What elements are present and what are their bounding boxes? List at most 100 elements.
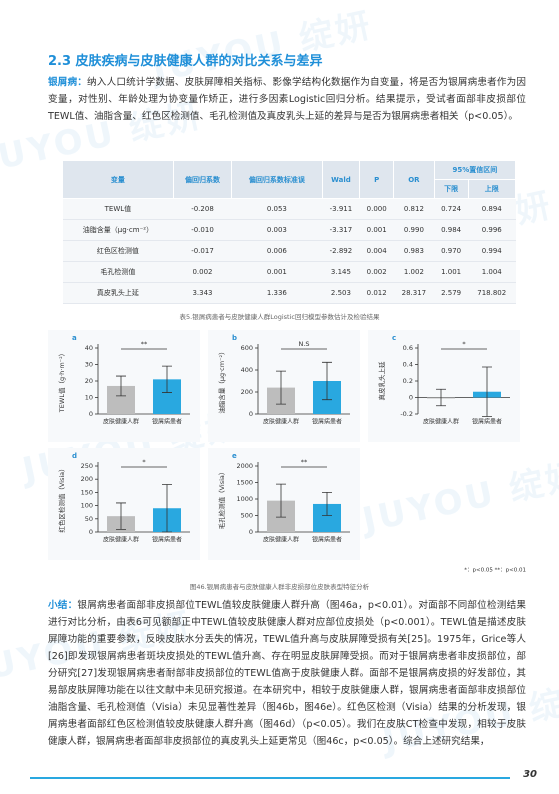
x-tick-label: 银屑病患者 (312, 536, 342, 544)
table-cell: 0.002 (173, 261, 232, 283)
y-tick-label: 0.6 (403, 344, 413, 352)
column-header: 95%置信区间 (433, 160, 517, 180)
section-title: 2.3 皮肤疾病与皮肤健康人群的对比关系与差异 (48, 54, 323, 69)
y-tick-label: 150 (81, 488, 93, 496)
table-cell: 28.317 (393, 282, 435, 304)
table-cell: 0.983 (393, 240, 435, 262)
column-header: P (359, 160, 395, 199)
chart-panel: e 毛孔检测值（Visia） 0 500 1000 1500 2000 皮肤健康人群 银屑病患者… (208, 448, 360, 560)
y-tick-label: 1000 (236, 495, 253, 503)
table-cell: 0.004 (359, 240, 394, 262)
table-cell: 1.002 (393, 261, 435, 283)
lead: 银屑病： (48, 77, 88, 88)
table-cell: -0.208 (173, 198, 232, 220)
y-axis-label: 油脂含量（μg·cm⁻²） (217, 348, 226, 413)
table-cell: 3.145 (322, 261, 360, 283)
column-subheader: 上限 (467, 179, 516, 199)
panel-letter: e (232, 452, 237, 460)
y-axis-label: 毛孔检测值（Visia） (217, 469, 226, 530)
x-tick-label: 皮肤健康人群 (263, 418, 299, 426)
intro: 银屑病：纳入人口统计学数据、皮肤屏障相关指标、影像学结构化数据作为自变量，将是否… (48, 74, 526, 125)
chart-panel: d 红色区检测值（Visia） 0 50 100 150 200 250 皮肤健康人群 银屑病患者… (48, 448, 200, 560)
y-tick-label: 30 (85, 361, 93, 369)
table-cell: 0.984 (434, 219, 468, 241)
column-header: 偏回归系数 (172, 160, 233, 199)
y-tick-label: 0.4 (403, 361, 413, 369)
table-cell: 0.001 (359, 219, 394, 241)
column-header: 偏回归系数标准误 (231, 160, 323, 199)
error-bar (276, 370, 286, 405)
panel-letter: a (72, 334, 77, 342)
table-cell: -0.010 (173, 219, 232, 241)
table-cell: 0.812 (393, 198, 435, 220)
column-header: Wald (321, 160, 361, 199)
legend: *：p<0.05 **：p<0.01 (464, 568, 526, 574)
table-cell: 毛孔检测值 (62, 261, 174, 283)
y-tick-label: -0.2 (400, 410, 413, 418)
table-cell: 0.994 (468, 240, 516, 262)
table-cell: TEWL值 (62, 198, 174, 220)
error-bar (436, 388, 446, 407)
footer-line (30, 777, 510, 779)
table-cell: 真皮乳头上延 (62, 282, 174, 304)
error-bar (322, 492, 332, 516)
x-tick-label: 银屑病患者 (472, 418, 502, 426)
table-row: TEWL值 -0.208 0.053 -3.911 0.000 0.812 0.724 0.8… (62, 198, 516, 220)
table-cell: 2.503 (322, 282, 360, 304)
significance-label: ** (301, 458, 308, 466)
table-row: 红色区检测值 -0.017 0.006 -2.892 0.004 0.983 0.970 0.… (62, 240, 516, 262)
y-tick-label: 400 (241, 366, 253, 374)
column-header: OR (393, 160, 435, 199)
header-row: 下限 上限 (63, 179, 516, 199)
figure-caption: 图46.银屑病患者与皮肤健康人群非皮损部位皮肤表型特征分析 (189, 583, 370, 591)
x-tick-label: 银屑病患者 (312, 418, 342, 426)
header-row: 变量 偏回归系数 偏回归系数标准误 Wald P OR 95%置信区间 (62, 160, 517, 199)
panel-letter: c (392, 334, 396, 342)
y-axis-label: 红色区检测值（Visia） (57, 465, 66, 532)
y-tick-label: 40 (85, 344, 93, 352)
y-tick-label: 20 (85, 377, 93, 385)
x-tick-label: 皮肤健康人群 (103, 536, 139, 544)
table-cell: 0.053 (231, 198, 323, 220)
x-tick-label: 银屑病患者 (152, 418, 182, 426)
paragraph: 纳入人口统计学数据、皮肤屏障相关指标、影像学结构化数据作为自变量，将是否为银屑病… (48, 77, 527, 122)
table-cell: 0.970 (434, 240, 468, 262)
table-row: 油脂含量（μg·cm⁻²） -0.010 0.003 -3.317 0.001 0.990… (62, 219, 516, 241)
x-tick-label: 皮肤健康人群 (103, 418, 139, 426)
x-tick-label: 皮肤健康人群 (263, 536, 299, 544)
x-tick-label: 银屑病患者 (152, 536, 182, 544)
table-cell: 油脂含量（μg·cm⁻²） (62, 219, 174, 241)
summary: 小结：银屑病患者面部非皮损部位TEWL值较皮肤健康人群升高（图46a，p<0.0… (48, 597, 526, 750)
error-bar (276, 483, 286, 518)
table-cell: 2.579 (434, 282, 468, 304)
y-axis-label: 真皮乳头上延 (377, 361, 386, 401)
x-tick-label: 皮肤健康人群 (423, 418, 459, 426)
table-cell: 0.012 (359, 282, 394, 304)
y-tick-label: 10 (85, 394, 93, 402)
y-tick-label: 1500 (236, 479, 253, 487)
error-bar (322, 361, 332, 401)
y-tick-label: 0 (89, 528, 93, 536)
y-tick-label: 500 (241, 512, 253, 520)
chart-panel: a TEWL值（g·h·m⁻²） 0 10 20 30 40 皮肤健康人群 银屑病患者 ** (48, 330, 200, 442)
table-cell: 1.336 (231, 282, 323, 304)
table-cell: 红色区检测值 (62, 240, 174, 262)
table-cell: 0.003 (231, 219, 323, 241)
y-tick-label: 200 (241, 388, 253, 396)
error-bar (116, 502, 126, 530)
table-caption: 表5.银屑病患者与皮肤健康人群Logistic回归模型参数估计及检验结果 (179, 313, 380, 321)
table-cell: 0.006 (231, 240, 323, 262)
table-cell: -2.892 (322, 240, 360, 262)
table-cell: -0.017 (173, 240, 232, 262)
significance-label: * (142, 458, 146, 466)
table-cell: -3.911 (322, 198, 360, 220)
table-cell: 0.996 (468, 219, 516, 241)
table-cell: 0.001 (231, 261, 323, 283)
y-tick-label: 200 (81, 475, 93, 483)
y-tick-label: 250 (81, 462, 93, 470)
y-tick-label: 0 (89, 410, 93, 418)
table-row: 毛孔检测值 0.002 0.001 3.145 0.002 1.002 1.001 1.004 (62, 261, 516, 283)
significance-label: ** (141, 340, 148, 348)
y-tick-label: 0 (249, 410, 253, 418)
